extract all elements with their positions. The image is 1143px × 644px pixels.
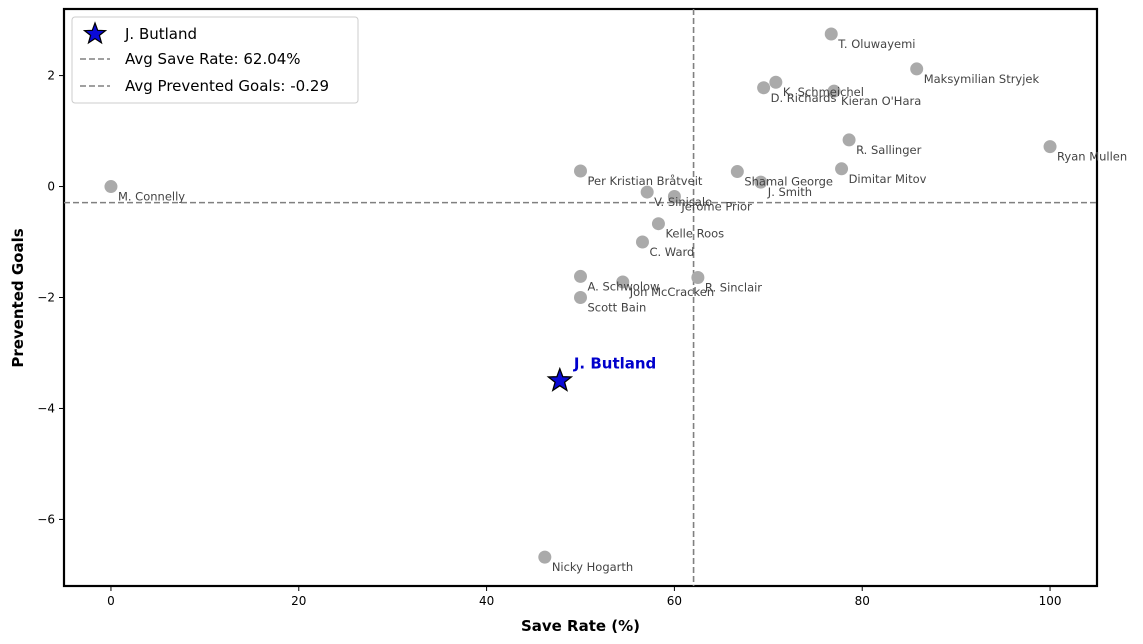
point-kelle-roos	[651, 217, 665, 231]
point-k-schmeichel	[769, 75, 783, 89]
y-tick-label: −6	[37, 512, 55, 526]
highlight-star-marker	[546, 366, 574, 392]
point-label-kieran-o-hara: Kieran O'Hara	[841, 94, 921, 108]
legend-box	[71, 16, 359, 104]
point-maksymilian-stryjek	[910, 62, 924, 76]
legend: J. Butland Avg Save Rate: 62.04% Avg Pre…	[71, 16, 359, 104]
point-label-c-ward: C. Ward	[649, 245, 694, 259]
point-d-richards	[757, 81, 771, 95]
x-tick-label: 0	[107, 594, 115, 608]
legend-star-marker	[82, 21, 108, 45]
y-tick-label: 0	[47, 180, 55, 194]
point-label-a-schwolow: A. Schwolow	[588, 279, 660, 293]
point-a-schwolow	[574, 269, 587, 283]
point-label-jon-mccracken: Jon McCracken	[629, 285, 714, 299]
legend-item-avg-save-rate: Avg Save Rate: 62.04%	[125, 50, 301, 68]
point-label-kelle-roos: Kelle Roos	[665, 227, 724, 241]
point-label-k-schmeichel: K. Schmeichel	[783, 85, 864, 99]
point-label-shamal-george: Shamal George	[744, 175, 833, 189]
point-label-nicky-hogarth: Nicky Hogarth	[552, 560, 633, 574]
y-tick-label: 2	[47, 69, 55, 83]
point-t-oluwayemi	[824, 27, 838, 41]
point-label-ryan-mullen: Ryan Mullen	[1057, 150, 1127, 164]
point-dimitar-mitov	[835, 162, 849, 176]
y-tick-label: −2	[37, 291, 55, 305]
point-label-v-sinisalo: V. Sinisalo	[654, 195, 712, 209]
point-r-sinclair	[691, 271, 705, 285]
x-tick-label: 100	[1039, 594, 1062, 608]
point-v-sinisalo	[640, 185, 654, 199]
point-labels: T. Oluwayemi Maksymilian Stryjek K. Schmei…	[118, 37, 1127, 574]
highlight-group: J. Butland	[546, 355, 656, 392]
x-tick-label: 80	[855, 594, 870, 608]
point-label-maksymilian-stryjek: Maksymilian Stryjek	[924, 72, 1040, 86]
x-tick-label: 60	[667, 594, 682, 608]
point-nicky-hogarth	[538, 550, 552, 564]
x-tick-label: 40	[479, 594, 494, 608]
y-axis-title: Prevented Goals	[9, 228, 27, 367]
point-label-per-kristian-bratveit: Per Kristian Bråtveit	[588, 174, 703, 188]
x-axis-title: Save Rate (%)	[521, 617, 640, 635]
point-label-dimitar-mitov: Dimitar Mitov	[849, 172, 927, 186]
legend-item-avg-prevented-goals: Avg Prevented Goals: -0.29	[125, 77, 329, 95]
highlight-label: J. Butland	[573, 355, 656, 373]
point-label-d-richards: D. Richards	[771, 91, 837, 105]
point-r-sallinger	[842, 133, 856, 147]
data-points	[104, 27, 1057, 564]
point-label-r-sallinger: R. Sallinger	[856, 143, 921, 157]
legend-item-highlight: J. Butland	[124, 25, 197, 43]
reference-lines	[64, 9, 1097, 586]
point-label-jerome-prior: Jerome Prior	[680, 200, 752, 214]
point-label-scott-bain: Scott Bain	[588, 301, 647, 315]
point-ryan-mullen	[1043, 140, 1057, 154]
axis-ticks: 0 20 40 60 80 100 −6 −4 −2 0 2	[37, 69, 1061, 608]
y-tick-label: −4	[37, 401, 55, 415]
point-m-connelly	[104, 180, 118, 194]
point-scott-bain	[574, 291, 587, 304]
point-label-m-connelly: M. Connelly	[118, 190, 185, 204]
point-kieran-o-hara	[827, 84, 841, 98]
point-shamal-george	[730, 165, 744, 179]
point-j-smith	[754, 175, 768, 189]
point-jon-mccracken	[616, 275, 630, 289]
point-jerome-prior	[667, 190, 681, 204]
point-label-r-sinclair: R. Sinclair	[705, 281, 762, 295]
point-label-j-smith: J. Smith	[767, 185, 812, 199]
point-per-kristian-bratveit	[574, 164, 587, 178]
point-c-ward	[635, 235, 649, 249]
x-tick-label: 20	[291, 594, 306, 608]
point-label-t-oluwayemi: T. Oluwayemi	[837, 37, 915, 51]
